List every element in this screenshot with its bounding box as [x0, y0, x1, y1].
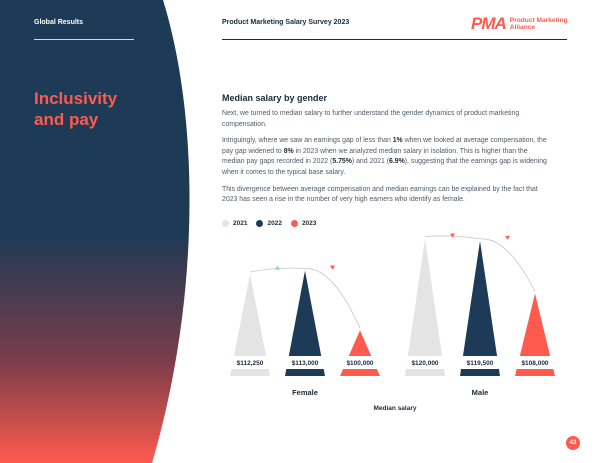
value-label: $120,000: [411, 360, 438, 367]
pma-logo: PMA Product Marketing Alliance: [471, 14, 572, 34]
value-label: $108,000: [521, 360, 548, 367]
bar-2021-male: [405, 238, 445, 376]
value-label-bg: [281, 356, 329, 369]
logo-text: Product Marketing Alliance: [509, 16, 568, 32]
header-divider: [222, 39, 567, 40]
header-title: Product Marketing Salary Survey 2023: [222, 19, 350, 26]
sidebar-divider: [34, 39, 134, 40]
trend-up-arrow: [275, 265, 280, 270]
trend-down-arrow: [505, 235, 510, 240]
legend-swatch: [222, 220, 229, 227]
category-label: Male: [472, 388, 489, 397]
value-label-bg: [511, 356, 559, 369]
x-axis-label: Median salary: [374, 405, 417, 412]
trend-down-arrow: [330, 265, 335, 270]
chart-legend: 2021 2022 2023: [222, 220, 325, 227]
value-label-bg: [456, 356, 504, 369]
article-heading: Median salary by gender: [222, 93, 328, 103]
legend-swatch: [256, 220, 264, 227]
paragraph-2: Intriguingly, where we saw an earnings g…: [222, 137, 547, 176]
trend-down-arrow: [450, 233, 455, 238]
sidebar-label: Global Results: [34, 19, 84, 26]
value-label-bg: [226, 356, 274, 369]
value-label: $113,000: [292, 360, 319, 367]
article-content: Median salary by gender Next, we turned …: [222, 93, 552, 212]
value-label: $100,000: [346, 360, 373, 367]
section-title-line-1: Inclusivity: [34, 89, 118, 108]
median-salary-chart: $112,250 $113,000 $100,000 Female $120,000 $1…: [210, 226, 570, 421]
bar-2021-female: [230, 274, 270, 376]
paragraph-3: This divergence between average compensa…: [222, 185, 538, 204]
chart-svg: $112,250 $113,000 $100,000 Female $120,000 $1…: [226, 233, 559, 412]
legend-swatch: [290, 220, 298, 227]
bar-2022-male: [460, 240, 500, 376]
legend-item-2023: 2023: [290, 220, 316, 227]
value-label-bg: [401, 356, 449, 369]
bar-2023-female: [340, 330, 380, 376]
trend-line: [304, 268, 361, 329]
category-label: Female: [292, 388, 318, 397]
legend-item-2021: 2021: [222, 220, 247, 227]
bar-2023-male: [515, 293, 555, 376]
value-label: $112,250: [237, 360, 264, 367]
section-title-line-2: and pay: [34, 110, 99, 129]
section-title: Inclusivity and pay: [34, 88, 174, 130]
paragraph-1: Next, we turned to median salary to furt…: [222, 110, 520, 128]
legend-item-2022: 2022: [256, 220, 282, 227]
bar-2022-female: [285, 270, 325, 376]
value-label-bg: [336, 356, 384, 369]
value-label: $119,500: [467, 360, 494, 367]
logo-mark: PMA: [471, 14, 507, 33]
page-number: 43: [566, 436, 580, 450]
trend-line: [479, 238, 536, 292]
